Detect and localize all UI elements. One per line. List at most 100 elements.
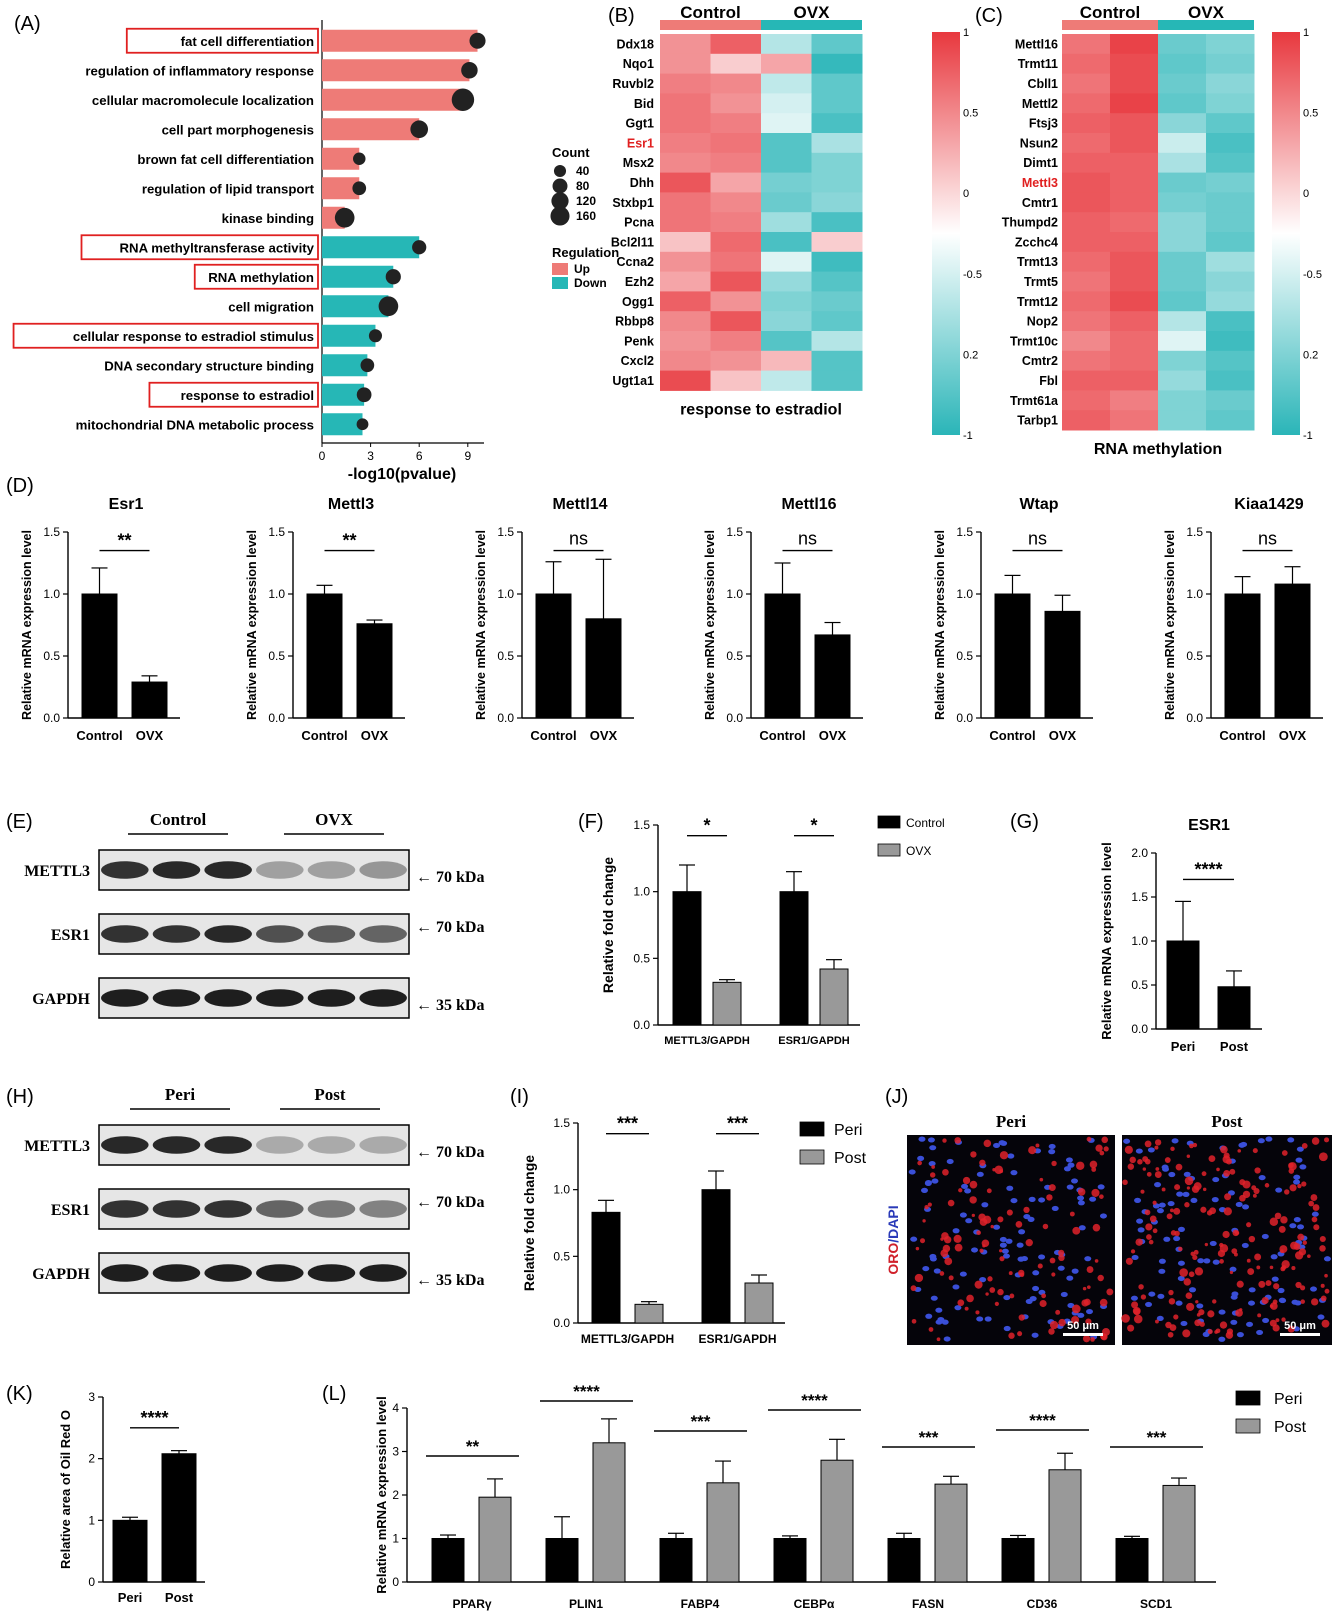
heat-cell xyxy=(761,331,812,352)
y-tick-label: 0.5 xyxy=(553,1249,570,1263)
heat-cell xyxy=(710,172,762,193)
blot-row-label: GAPDH xyxy=(32,991,90,1008)
heat-gene-label: Thumpd2 xyxy=(1002,216,1058,230)
j-lipid-droplet xyxy=(1295,1251,1304,1260)
j-lipid-droplet xyxy=(1099,1194,1104,1199)
l-legend-swatch xyxy=(1235,1418,1261,1434)
heat-cell xyxy=(811,370,863,391)
j-nucleus xyxy=(1007,1153,1015,1159)
j-lipid-droplet xyxy=(962,1176,971,1185)
bar xyxy=(81,593,118,719)
heat-scale-label: 0.5 xyxy=(963,108,978,120)
heat-cell xyxy=(761,251,812,273)
heat-gene-label: Fbl xyxy=(1039,374,1058,388)
heat-cell xyxy=(761,53,812,75)
d-x-label: Control xyxy=(1219,728,1265,743)
heat-cell xyxy=(1062,311,1111,332)
blot-row-label: GAPDH xyxy=(32,1266,90,1283)
j-lipid-droplet xyxy=(1201,1171,1207,1177)
heat-cell xyxy=(1062,53,1111,75)
heat-cell xyxy=(761,192,812,213)
j-lipid-droplet xyxy=(1186,1186,1190,1190)
heat-cell xyxy=(1206,410,1255,431)
j-nucleus xyxy=(1310,1286,1318,1292)
heat-cell xyxy=(1158,73,1207,94)
j-lipid-droplet xyxy=(1192,1142,1198,1148)
j-nucleus xyxy=(1287,1137,1295,1143)
j-lipid-droplet xyxy=(1099,1298,1108,1307)
blot-membrane xyxy=(98,1124,410,1166)
j-lipid-droplet xyxy=(1269,1304,1274,1308)
j-nucleus xyxy=(1157,1293,1165,1299)
panel-letters: (A) (B) (C) (D) (E) (F) (G) (H) (I) (J) … xyxy=(6,5,1039,1405)
d-x-label: OVX xyxy=(136,728,164,743)
j-lipid-droplet xyxy=(1167,1331,1174,1338)
heat-cell xyxy=(1062,152,1111,174)
heat-cell xyxy=(1158,232,1207,253)
d-chart-title: Mettl16 xyxy=(781,496,836,513)
j-lipid-droplet xyxy=(1018,1269,1025,1277)
blot-membrane xyxy=(98,977,410,1019)
bar xyxy=(773,1538,807,1583)
j-lipid-droplet xyxy=(1219,1321,1228,1329)
j-lipid-droplet xyxy=(1220,1145,1228,1154)
heat-gene-label: Ezh2 xyxy=(625,275,654,289)
blot-band xyxy=(152,861,201,879)
j-nucleus xyxy=(927,1137,935,1143)
j-lipid-droplet xyxy=(1219,1242,1224,1248)
y-tick-label: 0.0 xyxy=(726,711,743,725)
j-lipid-droplet xyxy=(1308,1200,1315,1207)
j-nucleus xyxy=(1229,1266,1237,1272)
heat-gene-label: Cmtr2 xyxy=(1022,354,1058,368)
j-lipid-droplet xyxy=(1239,1194,1246,1202)
heat-cell xyxy=(1158,152,1207,174)
panel-a-go-enrichment: 0 3 6 9 -log10(pvalue) fat cell differentiati… xyxy=(12,20,619,483)
j-lipid-droplet xyxy=(1261,1296,1269,1305)
j-lipid-droplet xyxy=(1269,1265,1274,1270)
j-nucleus xyxy=(1158,1258,1166,1264)
j-nucleus xyxy=(1293,1217,1301,1223)
blot-band xyxy=(359,1136,407,1154)
j-lipid-droplet xyxy=(1236,1280,1244,1288)
heat-cell xyxy=(1206,192,1255,213)
bar xyxy=(591,1211,621,1324)
j-nucleus xyxy=(1023,1213,1031,1220)
j-lipid-droplet xyxy=(1140,1294,1147,1300)
j-lipid-droplet xyxy=(985,1292,989,1296)
j-lipid-droplet xyxy=(1188,1271,1195,1278)
panel-letter-b: (B) xyxy=(608,5,635,27)
j-nucleus xyxy=(1010,1197,1018,1204)
j-lipid-droplet xyxy=(1258,1280,1266,1288)
heat-cell xyxy=(710,34,762,55)
heat-cell xyxy=(1206,53,1255,75)
panel-k-oil-red-area: 0 1 2 3 Relative area of Oil Red O **** Peri Po… xyxy=(58,1390,205,1605)
blot-mw-marker: ← 70 kDa xyxy=(416,1144,484,1161)
heat-gene-label: Cbll1 xyxy=(1027,77,1058,91)
y-tick-label: 1 xyxy=(392,1532,399,1546)
bar xyxy=(356,623,393,719)
j-nucleus xyxy=(954,1305,962,1311)
bar xyxy=(764,593,801,719)
heat-cell xyxy=(811,251,863,273)
g-title: ESR1 xyxy=(1188,817,1230,834)
sig-label: ** xyxy=(117,531,131,551)
j-nucleus xyxy=(1231,1291,1239,1297)
d-chart-title: Esr1 xyxy=(109,496,144,513)
j-nucleus xyxy=(1295,1157,1303,1163)
j-nucleus xyxy=(1005,1238,1013,1244)
j-lipid-droplet xyxy=(1161,1187,1166,1192)
j-lipid-droplet xyxy=(1320,1283,1325,1288)
y-tick-label: 1.0 xyxy=(268,587,285,601)
j-nucleus xyxy=(1189,1287,1197,1293)
j-lipid-droplet xyxy=(1239,1179,1246,1186)
heat-cell xyxy=(1062,390,1111,411)
j-lipid-droplet xyxy=(942,1168,949,1176)
heat-cell xyxy=(1062,232,1111,253)
j-nucleus xyxy=(1137,1227,1145,1233)
j-lipid-droplet xyxy=(1106,1288,1114,1296)
j-lipid-droplet xyxy=(1154,1145,1159,1150)
j-nucleus xyxy=(999,1242,1007,1248)
j-lipid-droplet xyxy=(1042,1223,1049,1230)
j-lipid-droplet xyxy=(1051,1160,1057,1167)
